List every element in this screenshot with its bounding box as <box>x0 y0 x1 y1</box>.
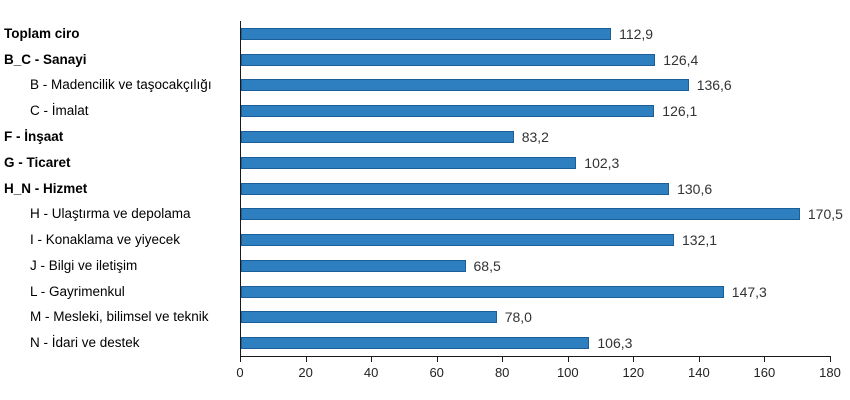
category-label: C - İmalat <box>30 103 89 119</box>
bar-value-label: 132,1 <box>682 232 718 249</box>
x-axis-tick <box>567 357 569 362</box>
x-axis-tick <box>436 357 438 362</box>
bar-value-label: 106,3 <box>597 335 633 352</box>
x-axis-tick <box>305 357 307 362</box>
category-label: N - İdari ve destek <box>30 335 140 351</box>
x-axis-tick <box>633 357 635 362</box>
bar <box>241 105 655 118</box>
x-axis-tick <box>830 357 831 362</box>
category-label: H - Ulaştırma ve depolama <box>30 206 191 222</box>
category-label: H_N - Hizmet <box>4 180 88 196</box>
bar-value-label: 68,5 <box>473 257 501 274</box>
category-label: J - Bilgi ve iletişim <box>30 257 138 273</box>
bar <box>241 285 724 298</box>
plot-area: 112,9 126,4 136,6 126,1 83,2 102,3 130,6 170,5 1… <box>240 21 843 357</box>
category-label: M - Mesleki, bilimsel ve teknik <box>30 309 209 325</box>
x-axis-tick-label: 100 <box>556 365 579 380</box>
x-axis-tick <box>502 357 504 362</box>
bar <box>241 53 656 66</box>
bar <box>241 27 612 40</box>
x-axis-tick-label: 40 <box>363 365 379 380</box>
category-label: B_C - Sanayi <box>4 51 87 67</box>
category-label: B - Madencilik ve taşocakçılığı <box>30 77 212 93</box>
bar-value-label: 83,2 <box>521 128 549 145</box>
bar <box>241 182 670 195</box>
category-label: L - Gayrimenkul <box>30 283 125 299</box>
category-label: I - Konaklama ve yiyecek <box>30 232 181 248</box>
bar-value-label: 170,5 <box>807 206 843 223</box>
x-axis-tick-label: 160 <box>753 365 776 380</box>
bar-value-label: 112,9 <box>619 25 654 42</box>
x-axis-tick-label: 140 <box>688 365 710 380</box>
category-label: Toplam ciro <box>4 25 80 41</box>
bar-value-label: 136,6 <box>696 77 732 94</box>
x-axis-tick-label: 120 <box>622 365 645 380</box>
x-axis-tick <box>240 357 241 362</box>
bar <box>241 234 674 247</box>
x-axis-tick-label: 0 <box>236 365 244 380</box>
x-axis-tick <box>764 357 766 362</box>
category-label: G - Ticaret <box>4 154 71 170</box>
x-axis-tick-label: 60 <box>429 365 444 380</box>
bar-value-label: 126,4 <box>663 51 699 68</box>
x-axis-tick-label: 80 <box>494 365 510 380</box>
bar <box>241 79 689 92</box>
bar <box>241 311 497 324</box>
category-label: F - İnşaat <box>4 128 64 144</box>
bar <box>241 337 590 350</box>
bar-value-label: 78,0 <box>504 309 532 326</box>
bar-value-label: 126,1 <box>662 103 698 120</box>
x-axis-tick <box>698 357 700 362</box>
x-axis-tick <box>371 357 373 362</box>
bar-value-label: 130,6 <box>677 180 713 197</box>
bar <box>241 259 466 272</box>
bar-value-label: 147,3 <box>731 283 767 300</box>
x-axis-tick-label: 180 <box>819 365 841 380</box>
bar <box>241 208 800 221</box>
x-axis-tick-label: 20 <box>298 365 313 380</box>
bar-value-label: 102,3 <box>584 154 620 171</box>
bar <box>241 156 577 169</box>
bar <box>241 130 514 143</box>
